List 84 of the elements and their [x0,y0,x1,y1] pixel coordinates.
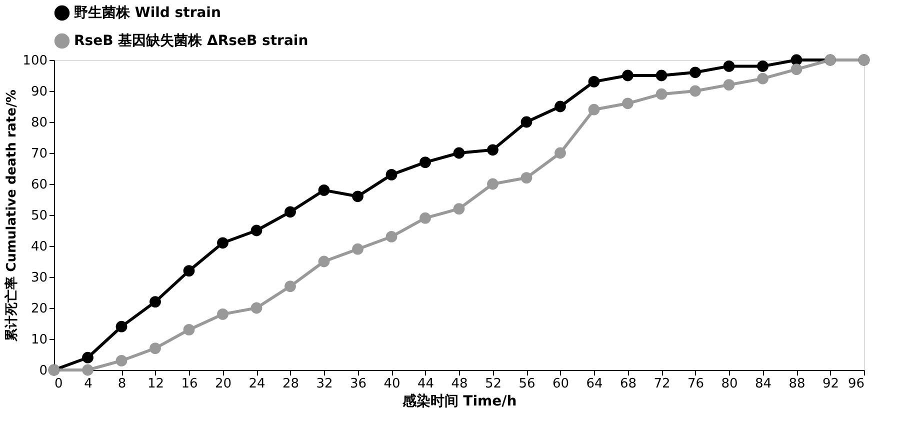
point [150,342,161,354]
y-tick-label: 90 [30,84,48,100]
point [520,172,532,184]
y-tick-label: 80 [30,116,48,130]
y-tick-label: 100 [22,54,48,68]
point [116,320,128,332]
point [82,352,94,364]
point [622,70,634,82]
point [622,98,634,110]
x-tick-label: 52 [484,376,502,392]
x-tick-label: 16 [181,376,198,392]
point [386,169,398,180]
x-tick-label: 40 [384,376,400,392]
x-tick-label: 76 [687,376,704,392]
point [723,79,735,90]
point [183,265,195,276]
x-tick-label: 56 [518,376,536,392]
x-tick-label: 84 [754,376,772,392]
y-tick-label: 60 [30,178,48,192]
x-tick-label: 4 [84,376,92,392]
x-tick-label: 28 [282,376,300,392]
point [217,308,228,320]
legend-label: RseB 基因缺失菌株 ΔRseB strain [74,33,308,49]
point [386,231,398,242]
x-tick-label: 12 [147,376,164,392]
point [656,88,668,100]
point [487,178,498,190]
x-tick-label: 96 [848,376,864,392]
x-tick-label: 8 [118,376,126,392]
point [487,144,498,156]
x-tick-label: 0 [54,376,63,392]
point [116,355,128,366]
x-tick-label: 44 [417,376,434,392]
point [420,156,431,168]
point [183,324,195,336]
x-tick-label: 64 [586,376,603,392]
y-tick-label: 40 [30,240,48,254]
point [284,206,296,218]
point [284,280,296,292]
point [588,104,600,116]
point [352,190,364,202]
point [250,302,262,314]
y-tick-label: 30 [30,270,48,286]
x-tick-label: 88 [788,376,806,392]
point [757,72,768,84]
point [150,296,161,308]
point [217,237,228,249]
legend-label: 野生菌株 Wild strain [74,5,221,21]
point [723,60,735,72]
point [757,60,768,72]
y-tick-label: 70 [30,146,48,162]
point [318,256,330,268]
point [82,364,94,376]
x-axis-title: 感染时间 Time/h [401,392,517,410]
point [520,116,532,128]
x-tick-label: 36 [350,376,367,392]
y-tick-label: 0 [39,364,48,378]
x-tick-label: 32 [316,376,333,392]
x-tick-label: 20 [214,376,232,392]
point [250,224,262,236]
point [352,243,364,255]
y-tick-label: 20 [30,302,48,316]
y-tick-label: 10 [30,332,48,348]
point [690,66,701,78]
y-axis-title: 累计死亡率 Cumulative death rate/% [4,90,20,342]
x-tick-label: 60 [552,376,570,392]
point [790,54,802,66]
point [554,100,566,112]
point [690,85,701,97]
x-tick-label: 68 [620,376,637,392]
x-tick-label: 24 [248,376,266,392]
point [656,70,668,82]
x-tick-label: 92 [822,376,840,392]
point [453,203,465,214]
x-tick-label: 72 [654,376,670,392]
point [790,64,802,75]
y-tick-label: 50 [30,208,48,224]
point [588,76,600,88]
point [453,147,465,159]
x-tick-label: 48 [451,376,468,392]
point [420,212,431,224]
point [318,184,330,196]
x-tick-label: 80 [721,376,738,392]
point [554,147,566,159]
